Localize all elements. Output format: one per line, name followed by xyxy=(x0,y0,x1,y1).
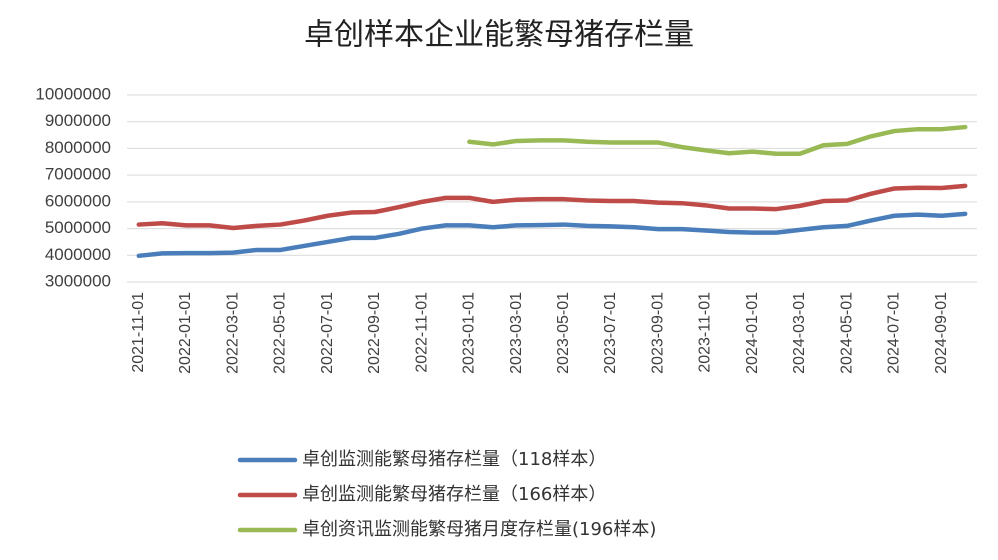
y-tick-label: 3000000 xyxy=(45,271,111,290)
x-tick-label: 2023-07-01 xyxy=(602,292,619,374)
legend-label: 卓创监测能繁母猪存栏量（166样本） xyxy=(302,484,606,505)
x-tick-label: 2024-07-01 xyxy=(886,292,903,374)
x-tick-label: 2024-03-01 xyxy=(791,292,808,374)
series-line xyxy=(136,183,968,231)
y-tick-label: 10000000 xyxy=(35,84,111,103)
y-tick-label: 8000000 xyxy=(45,138,111,157)
y-tick-label: 5000000 xyxy=(45,218,111,237)
x-tick-label: 2022-11-01 xyxy=(413,292,430,373)
x-tick-label: 2022-09-01 xyxy=(366,292,383,374)
y-tick-label: 4000000 xyxy=(45,245,111,264)
x-tick-label: 2023-03-01 xyxy=(508,292,525,374)
x-tick-label: 2022-07-01 xyxy=(319,292,336,374)
y-tick-label: 7000000 xyxy=(45,165,111,184)
x-tick-label: 2023-05-01 xyxy=(555,292,572,374)
y-tick-label: 9000000 xyxy=(45,111,111,130)
chart-title: 卓创样本企业能繁母猪存栏量 xyxy=(304,18,694,53)
x-tick-label: 2024-01-01 xyxy=(744,292,761,374)
x-tick-label: 2021-11-01 xyxy=(130,292,147,373)
legend-label: 卓创监测能繁母猪存栏量（118样本） xyxy=(302,449,606,470)
x-tick-label: 2023-01-01 xyxy=(461,292,478,374)
x-tick-label: 2023-09-01 xyxy=(649,292,666,374)
x-tick-label: 2022-01-01 xyxy=(177,292,194,374)
x-tick-label: 2022-05-01 xyxy=(272,292,289,374)
x-tick-label: 2024-05-01 xyxy=(838,292,855,374)
x-tick-label: 2023-11-01 xyxy=(697,292,714,373)
series-line xyxy=(136,211,968,259)
y-tick-label: 6000000 xyxy=(45,191,111,210)
legend-label: 卓创资讯监测能繁母猪月度存栏量(196样本) xyxy=(302,519,656,540)
x-tick-label: 2022-03-01 xyxy=(224,292,241,374)
series-line xyxy=(467,124,968,157)
x-tick-label: 2024-09-01 xyxy=(933,292,950,374)
